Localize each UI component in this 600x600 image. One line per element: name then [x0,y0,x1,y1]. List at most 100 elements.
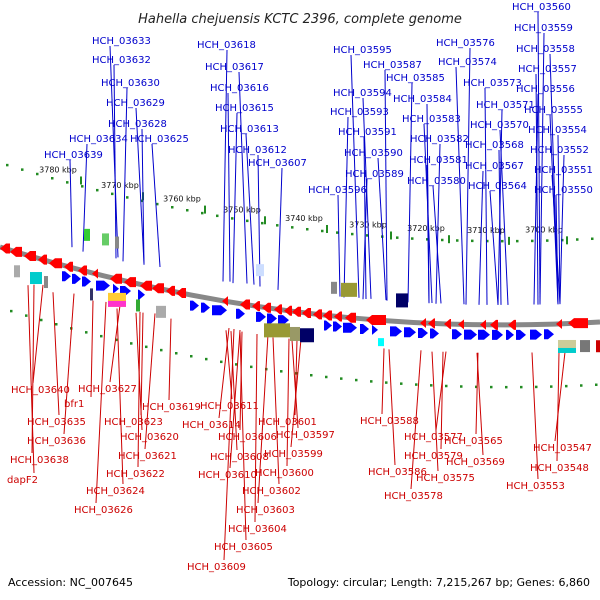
forward-gene-label[interactable]: HCH_03628 [108,119,167,130]
forward-gene-label[interactable]: HCH_03574 [438,57,497,68]
annotation-block[interactable] [558,339,576,350]
forward-gene-arrow[interactable] [390,326,402,337]
reverse-gene-arrow[interactable] [0,243,10,254]
forward-gene-arrow[interactable] [96,280,110,291]
forward-gene-label[interactable]: HCH_03590 [344,148,403,159]
reverse-gene-arrow[interactable] [508,319,516,330]
forward-gene-arrow[interactable] [404,327,416,338]
reverse-gene-arrow[interactable] [78,265,87,276]
forward-gene-label[interactable]: HCH_03573 [463,78,522,89]
forward-gene-arrow[interactable] [278,315,289,326]
forward-gene-label[interactable]: HCH_03554 [528,125,587,136]
reverse-gene-arrow[interactable] [240,299,250,310]
reverse-gene-arrow[interactable] [64,261,73,272]
reverse-gene-arrow[interactable] [38,254,47,265]
annotation-block[interactable] [156,305,166,318]
forward-gene-label[interactable]: HCH_03587 [363,60,422,71]
forward-gene-label[interactable]: HCH_03607 [248,158,307,169]
reverse-gene-label[interactable]: HCH_03605 [214,542,273,553]
reverse-gene-arrow[interactable] [458,319,464,330]
reverse-gene-label[interactable]: HCH_03599 [264,449,323,460]
reverse-gene-label[interactable]: HCH_03577 [404,432,463,443]
forward-gene-arrow[interactable] [212,305,227,316]
forward-gene-label[interactable]: HCH_03617 [205,62,264,73]
forward-gene-arrow[interactable] [138,289,145,300]
reverse-gene-label[interactable]: HCH_03597 [276,430,335,441]
reverse-gene-arrow[interactable] [124,277,136,288]
forward-gene-arrow[interactable] [190,300,199,311]
reverse-gene-label[interactable]: HCH_03611 [200,401,259,412]
forward-gene-arrow[interactable] [201,302,210,313]
annotation-block[interactable] [44,276,48,289]
reverse-gene-arrow[interactable] [166,285,175,296]
forward-gene-label[interactable]: HCH_03593 [330,107,389,118]
reverse-gene-arrow[interactable] [176,288,186,299]
reverse-gene-arrow[interactable] [10,246,22,257]
reverse-gene-arrow[interactable] [345,312,356,323]
forward-gene-label[interactable]: HCH_03580 [407,176,466,187]
reverse-gene-arrow[interactable] [292,306,301,317]
forward-gene-label[interactable]: HCH_03633 [92,36,151,47]
reverse-gene-arrow[interactable] [334,311,342,322]
forward-gene-label[interactable]: HCH_03550 [534,185,593,196]
annotation-block[interactable] [300,328,314,343]
forward-gene-arrow[interactable] [544,329,554,340]
forward-gene-label[interactable]: HCH_03564 [468,181,527,192]
forward-gene-arrow[interactable] [333,321,342,332]
forward-gene-label[interactable]: HCH_03576 [436,38,495,49]
forward-gene-label[interactable]: HCH_03639 [44,150,103,161]
annotation-block[interactable] [115,236,119,249]
reverse-gene-label[interactable]: HCH_03610 [198,470,257,481]
forward-gene-arrow[interactable] [343,322,357,333]
reverse-gene-label[interactable]: HCH_03623 [104,417,163,428]
reverse-gene-label[interactable]: HCH_03606 [218,432,277,443]
reverse-gene-label[interactable]: HCH_03578 [384,491,443,502]
forward-gene-label[interactable]: HCH_03616 [210,83,269,94]
forward-gene-label[interactable]: HCH_03584 [393,94,452,105]
reverse-gene-arrow[interactable] [284,305,292,316]
reverse-gene-label[interactable]: HCH_03614 [182,420,241,431]
annotation-block[interactable] [108,300,126,307]
reverse-gene-label[interactable]: HCH_03608 [210,452,269,463]
reverse-gene-arrow[interactable] [420,317,426,328]
reverse-gene-arrow[interactable] [24,251,36,262]
forward-gene-arrow[interactable] [82,276,91,287]
forward-gene-label[interactable]: HCH_03589 [345,169,404,180]
reverse-gene-arrow[interactable] [252,301,260,312]
reverse-gene-arrow[interactable] [568,318,588,329]
reverse-gene-label[interactable]: HCH_03621 [118,451,177,462]
forward-gene-arrow[interactable] [506,329,514,340]
forward-gene-arrow[interactable] [113,283,119,294]
forward-gene-arrow[interactable] [492,329,503,340]
annotation-block[interactable] [256,264,264,277]
forward-gene-arrow[interactable] [324,320,332,331]
reverse-gene-label[interactable]: HCH_03624 [86,486,145,497]
reverse-gene-label[interactable]: HCH_03603 [236,505,295,516]
reverse-gene-arrow[interactable] [313,309,322,320]
annotation-block[interactable] [290,326,300,341]
forward-gene-label[interactable]: HCH_03615 [215,103,274,114]
forward-gene-arrow[interactable] [516,329,526,340]
reverse-gene-label[interactable]: HCH_03620 [120,432,179,443]
forward-gene-label[interactable]: HCH_03581 [409,155,468,166]
reverse-gene-label[interactable]: HCH_03579 [404,451,463,462]
reverse-gene-arrow[interactable] [556,318,562,329]
forward-gene-label[interactable]: HCH_03556 [516,84,575,95]
reverse-gene-arrow[interactable] [480,319,486,330]
reverse-gene-label[interactable]: HCH_03547 [533,443,592,454]
forward-gene-label[interactable]: HCH_03630 [101,78,160,89]
reverse-gene-arrow[interactable] [302,308,311,319]
annotation-block[interactable] [90,288,93,301]
forward-gene-arrow[interactable] [267,313,277,324]
forward-gene-label[interactable]: HCH_03594 [333,88,392,99]
reverse-gene-arrow[interactable] [92,268,98,279]
forward-gene-label[interactable]: HCH_03555 [524,105,583,116]
forward-gene-label[interactable]: HCH_03596 [308,185,367,196]
reverse-gene-arrow[interactable] [152,283,164,294]
reverse-gene-label[interactable]: HCH_03635 [27,417,86,428]
forward-gene-arrow[interactable] [256,311,266,322]
reverse-gene-label[interactable]: HCH_03565 [444,436,503,447]
reverse-gene-label[interactable]: HCH_03548 [530,463,589,474]
annotation-block[interactable] [14,265,20,278]
annotation-block[interactable] [396,293,408,308]
